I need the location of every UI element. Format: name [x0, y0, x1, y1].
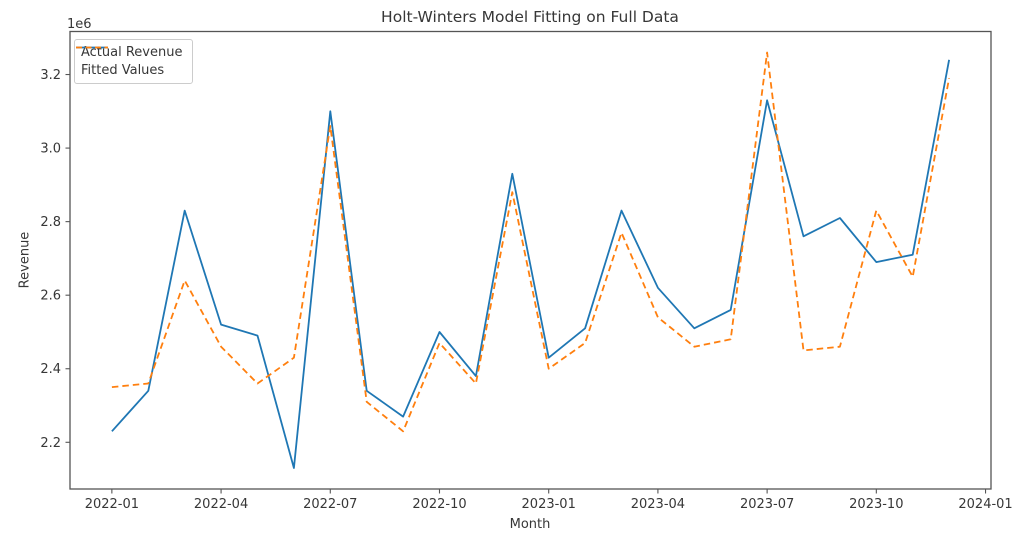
legend-label-actual-revenue: Actual Revenue [81, 45, 183, 60]
x-axis-label: Month [509, 517, 551, 532]
legend: Actual Revenue Fitted Values [74, 39, 194, 84]
chart-title: Holt-Winters Model Fitting on Full Data [381, 8, 679, 26]
series-line-actual-revenue [111, 59, 950, 469]
dashed-line-sample-icon [76, 46, 108, 49]
series-line-fitted-values [111, 51, 950, 433]
y-tick-label: 3.0 [40, 142, 61, 157]
y-tick-label: 2.4 [40, 362, 61, 377]
x-tick-label: 2022-07 [303, 497, 357, 512]
x-tick-label: 2022-04 [194, 497, 248, 512]
x-tick-label: 2024-01 [958, 497, 1012, 512]
x-tick-label: 2022-10 [412, 497, 466, 512]
y-tick-label: 2.8 [40, 215, 61, 230]
x-tick-label: 2022-01 [85, 497, 139, 512]
x-tick-label: 2023-01 [522, 497, 576, 512]
x-tick-label: 2023-07 [740, 497, 794, 512]
y-tick-label: 2.2 [40, 436, 61, 451]
legend-item-fitted-values: Fitted Values [76, 46, 182, 78]
y-tick-label: 3.2 [40, 68, 61, 83]
axes-spines [69, 30, 992, 490]
y-axis-offset-label: 1e6 [67, 17, 92, 32]
x-tick-label: 2023-10 [849, 497, 903, 512]
y-tick-label: 2.6 [40, 289, 61, 304]
y-axis-label: Revenue [17, 231, 33, 289]
legend-label-fitted-values: Fitted Values [81, 63, 165, 78]
x-tick-label: 2023-04 [631, 497, 685, 512]
